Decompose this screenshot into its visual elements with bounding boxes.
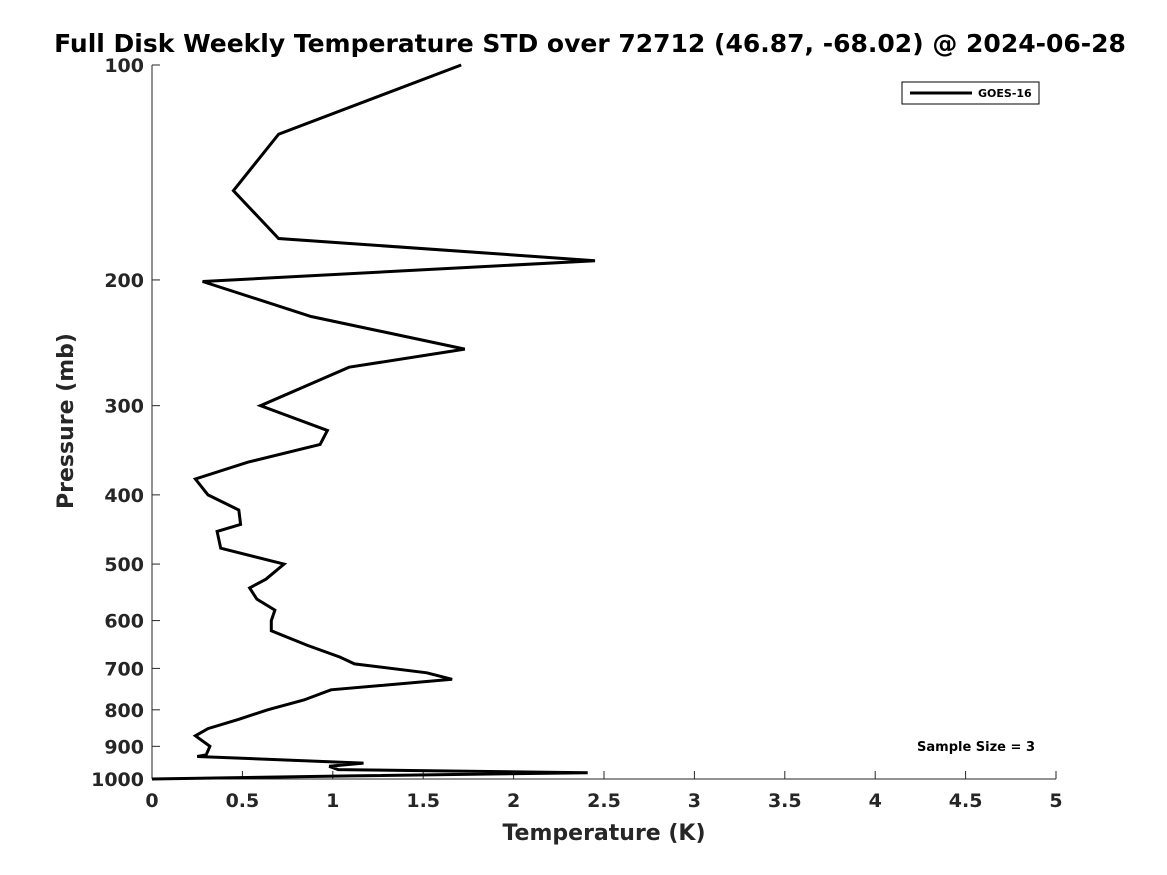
x-tick-label: 2.5 xyxy=(587,790,621,812)
y-tick-label: 200 xyxy=(104,270,144,292)
y-tick-label: 1000 xyxy=(91,769,144,791)
x-tick-label: 3 xyxy=(688,790,701,812)
series-line-goes-16 xyxy=(151,63,596,781)
axes xyxy=(151,64,1057,780)
tick-labels: 0 0.5 1 1.5 2 2.5 3 3.5 4 4.5 5 100 200 300 400 500 600 7… xyxy=(91,55,1063,812)
x-tick-label: 4.5 xyxy=(949,790,983,812)
x-tick-label: 2 xyxy=(507,790,520,812)
x-tick-label: 0.5 xyxy=(226,790,260,812)
chart-title: Full Disk Weekly Temperature STD over 72… xyxy=(54,29,1126,58)
legend: GOES-16 xyxy=(901,81,1040,105)
y-axis-label: Pressure (mb) xyxy=(54,333,79,509)
y-tick-label: 800 xyxy=(104,700,144,722)
y-tick-label: 300 xyxy=(104,396,144,418)
y-tick-label: 700 xyxy=(104,658,144,680)
x-tick-label: 5 xyxy=(1049,790,1062,812)
y-tick-label: 400 xyxy=(104,485,144,507)
x-tick-label: 4 xyxy=(869,790,882,812)
sample-size-annotation: Sample Size = 3 xyxy=(917,740,1035,755)
x-tick-label: 1.5 xyxy=(406,790,440,812)
y-tick-label: 900 xyxy=(104,736,144,758)
y-tick-label: 600 xyxy=(104,611,144,633)
legend-entry-goes-16: GOES-16 xyxy=(978,87,1032,100)
y-tick-label: 500 xyxy=(104,554,144,576)
x-axis-label: Temperature (K) xyxy=(502,821,705,846)
x-tick-label: 1 xyxy=(326,790,339,812)
x-tick-label: 3.5 xyxy=(768,790,802,812)
x-tick-label: 0 xyxy=(145,790,158,812)
y-tick-label: 100 xyxy=(104,55,144,77)
